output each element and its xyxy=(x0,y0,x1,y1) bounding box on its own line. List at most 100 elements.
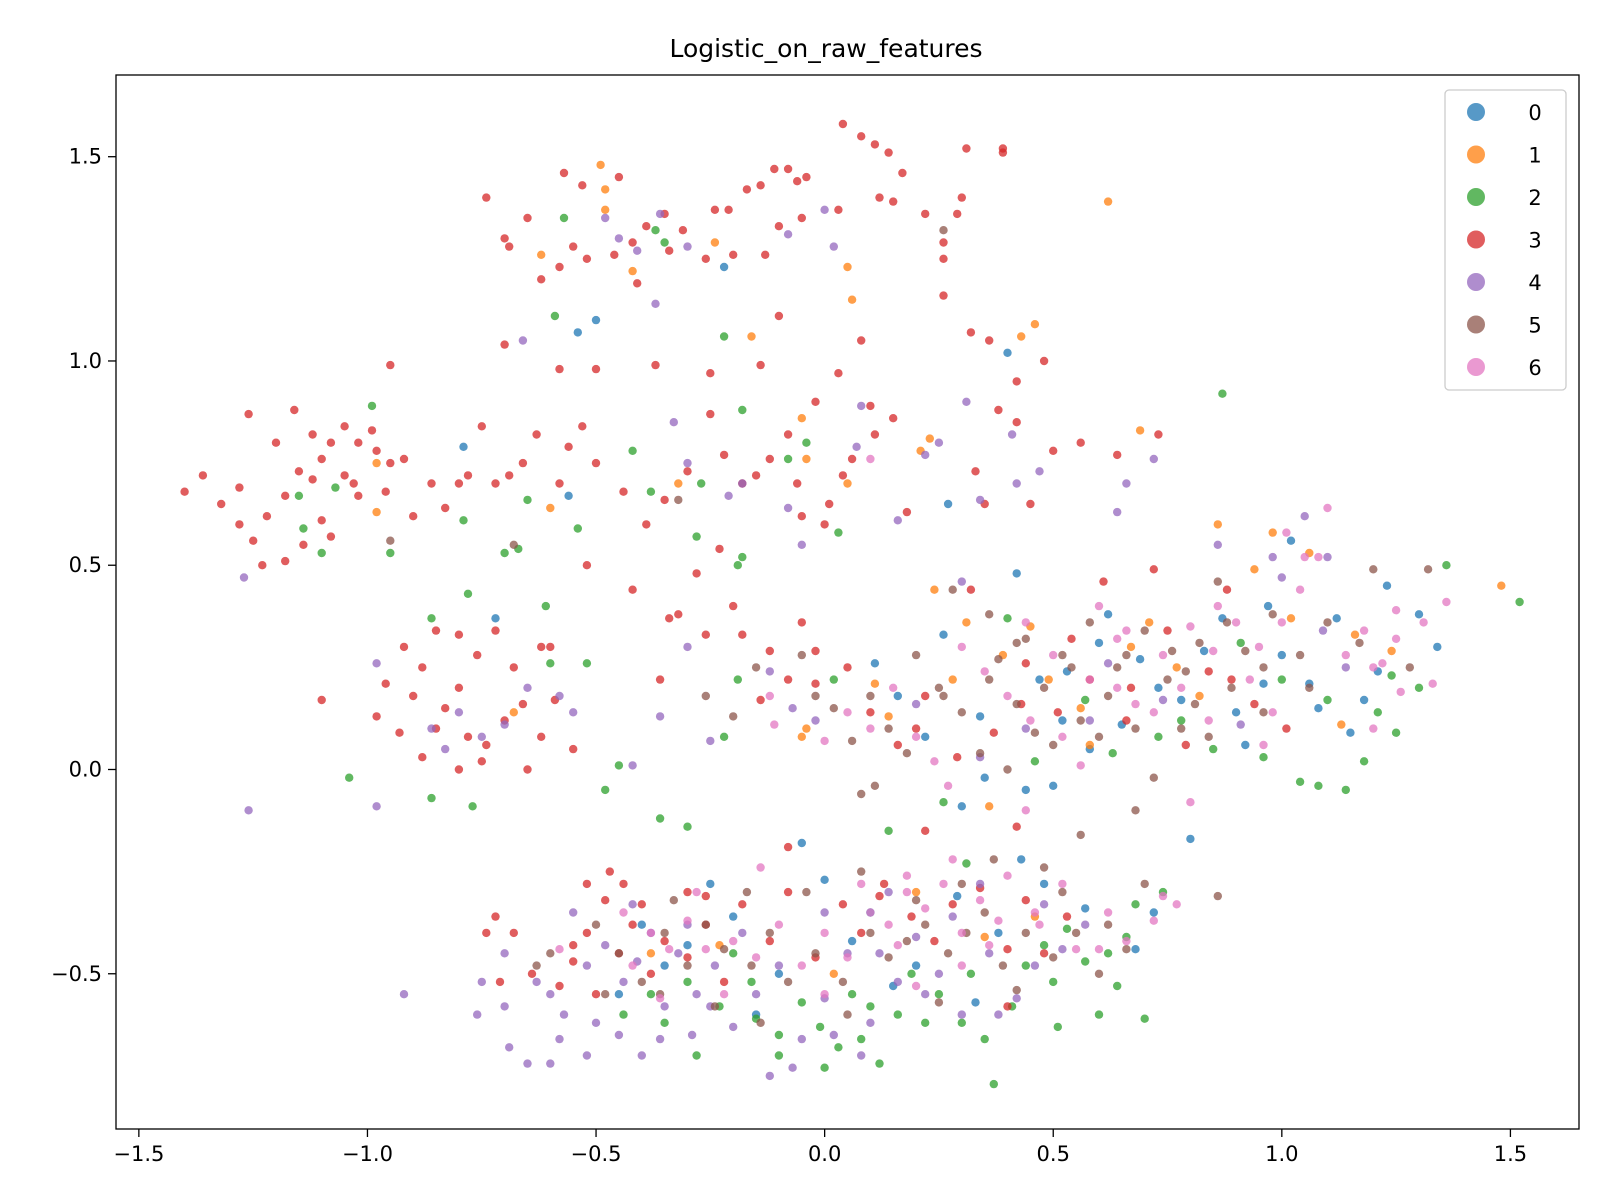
point-series-6-92 xyxy=(985,941,994,950)
point-series-0-27 xyxy=(459,442,468,451)
point-series-4-25 xyxy=(975,495,985,505)
point-series-3-37 xyxy=(582,254,592,263)
point-series-4-64 xyxy=(674,949,683,958)
point-series-2-21 xyxy=(628,446,637,455)
point-series-6-10 xyxy=(1391,634,1401,643)
point-series-4-59 xyxy=(601,941,610,950)
series-0 xyxy=(459,262,1442,1019)
point-series-6-66 xyxy=(975,896,985,905)
point-series-2-100 xyxy=(1003,614,1012,623)
point-series-6-43 xyxy=(943,781,953,790)
point-series-2-84 xyxy=(1131,900,1140,909)
point-series-1-43 xyxy=(829,969,838,978)
point-series-1-40 xyxy=(802,724,811,733)
point-series-3-51 xyxy=(994,405,1003,415)
point-series-3-198 xyxy=(930,936,939,946)
point-series-4-77 xyxy=(957,1010,966,1019)
point-series-4-80 xyxy=(1030,961,1040,970)
point-series-6-6 xyxy=(1396,687,1405,697)
point-series-5-56 xyxy=(637,977,646,987)
point-series-3-99 xyxy=(317,454,326,464)
point-series-6-72 xyxy=(1149,916,1159,925)
point-series-5-86 xyxy=(742,887,752,897)
point-series-5-50 xyxy=(1030,728,1040,737)
point-series-0-3 xyxy=(1186,834,1195,844)
point-series-3-160 xyxy=(866,708,875,717)
point-series-3-4 xyxy=(870,140,880,149)
point-series-3-224 xyxy=(1126,683,1136,692)
point-series-3-1 xyxy=(962,144,971,153)
point-series-6-70 xyxy=(1103,908,1113,917)
point-series-3-127 xyxy=(491,626,500,635)
point-series-4-26 xyxy=(1007,430,1017,439)
point-series-0-4 xyxy=(1094,638,1104,648)
point-series-3-237 xyxy=(866,401,875,411)
point-series-5-43 xyxy=(1003,765,1012,774)
point-series-2-33 xyxy=(294,491,304,500)
point-series-5-52 xyxy=(751,663,761,672)
point-series-6-61 xyxy=(884,920,893,929)
point-series-6-26 xyxy=(1049,650,1058,660)
point-series-3-239 xyxy=(902,507,912,517)
point-series-4-95 xyxy=(829,1030,838,1040)
point-series-5-9 xyxy=(1113,663,1122,672)
x-tick-label: −1.0 xyxy=(342,1142,393,1166)
point-series-4-74 xyxy=(893,977,902,987)
point-series-3-158 xyxy=(811,646,820,656)
plot-frame xyxy=(115,74,1580,1130)
point-series-4-42 xyxy=(454,708,464,717)
point-series-5-13 xyxy=(1222,618,1232,627)
point-series-0-6 xyxy=(1231,708,1241,717)
point-series-3-145 xyxy=(523,765,532,774)
point-series-6-21 xyxy=(1177,683,1186,692)
point-series-2-64 xyxy=(857,1034,866,1044)
point-series-4-69 xyxy=(774,961,784,970)
point-series-3-50 xyxy=(985,336,994,345)
point-series-2-74 xyxy=(1062,924,1072,933)
point-series-6-41 xyxy=(911,732,921,741)
point-series-0-22 xyxy=(1314,704,1323,713)
point-series-4-66 xyxy=(710,961,720,970)
point-series-3-199 xyxy=(948,900,957,909)
point-series-3-28 xyxy=(578,181,587,190)
point-series-5-23 xyxy=(957,708,966,717)
point-series-2-49 xyxy=(697,479,706,488)
point-series-5-29 xyxy=(1131,724,1140,733)
legend: 0 1 2 3 4 5 6 xyxy=(1444,89,1567,391)
point-series-3-203 xyxy=(1039,949,1049,958)
point-series-6-79 xyxy=(692,887,701,897)
point-series-5-58 xyxy=(683,961,692,970)
point-series-2-14 xyxy=(719,332,729,341)
point-series-5-74 xyxy=(1021,928,1030,938)
point-series-3-183 xyxy=(569,957,578,966)
point-series-6-29 xyxy=(980,667,989,676)
point-series-4-76 xyxy=(934,969,944,978)
point-series-1-30 xyxy=(1268,528,1277,537)
point-series-3-100 xyxy=(308,475,317,484)
point-series-4-90 xyxy=(655,1034,665,1044)
point-series-3-49 xyxy=(966,328,976,337)
point-series-3-219 xyxy=(701,891,710,901)
point-series-5-94 xyxy=(756,1018,765,1027)
point-series-2-37 xyxy=(546,659,555,668)
point-series-1-14 xyxy=(802,454,811,464)
point-series-3-195 xyxy=(857,928,866,938)
point-series-2-71 xyxy=(1113,981,1122,991)
point-series-3-40 xyxy=(665,246,674,255)
point-series-3-164 xyxy=(989,728,998,737)
point-series-4-67 xyxy=(729,1022,738,1032)
point-series-6-95 xyxy=(1295,585,1305,594)
point-series-6-80 xyxy=(619,908,628,917)
point-series-0-41 xyxy=(1131,945,1140,954)
legend-marker-4 xyxy=(1467,273,1485,291)
point-series-2-59 xyxy=(660,1018,669,1027)
point-series-0-7 xyxy=(1286,536,1296,545)
point-series-4-40 xyxy=(427,724,436,733)
point-series-6-50 xyxy=(646,928,656,938)
legend-label-5: 5 xyxy=(1528,314,1541,338)
point-series-4-21 xyxy=(857,401,866,411)
point-series-4-118 xyxy=(1103,659,1113,668)
point-series-4-107 xyxy=(884,887,893,897)
point-series-1-47 xyxy=(646,949,656,958)
point-series-3-68 xyxy=(793,479,802,488)
